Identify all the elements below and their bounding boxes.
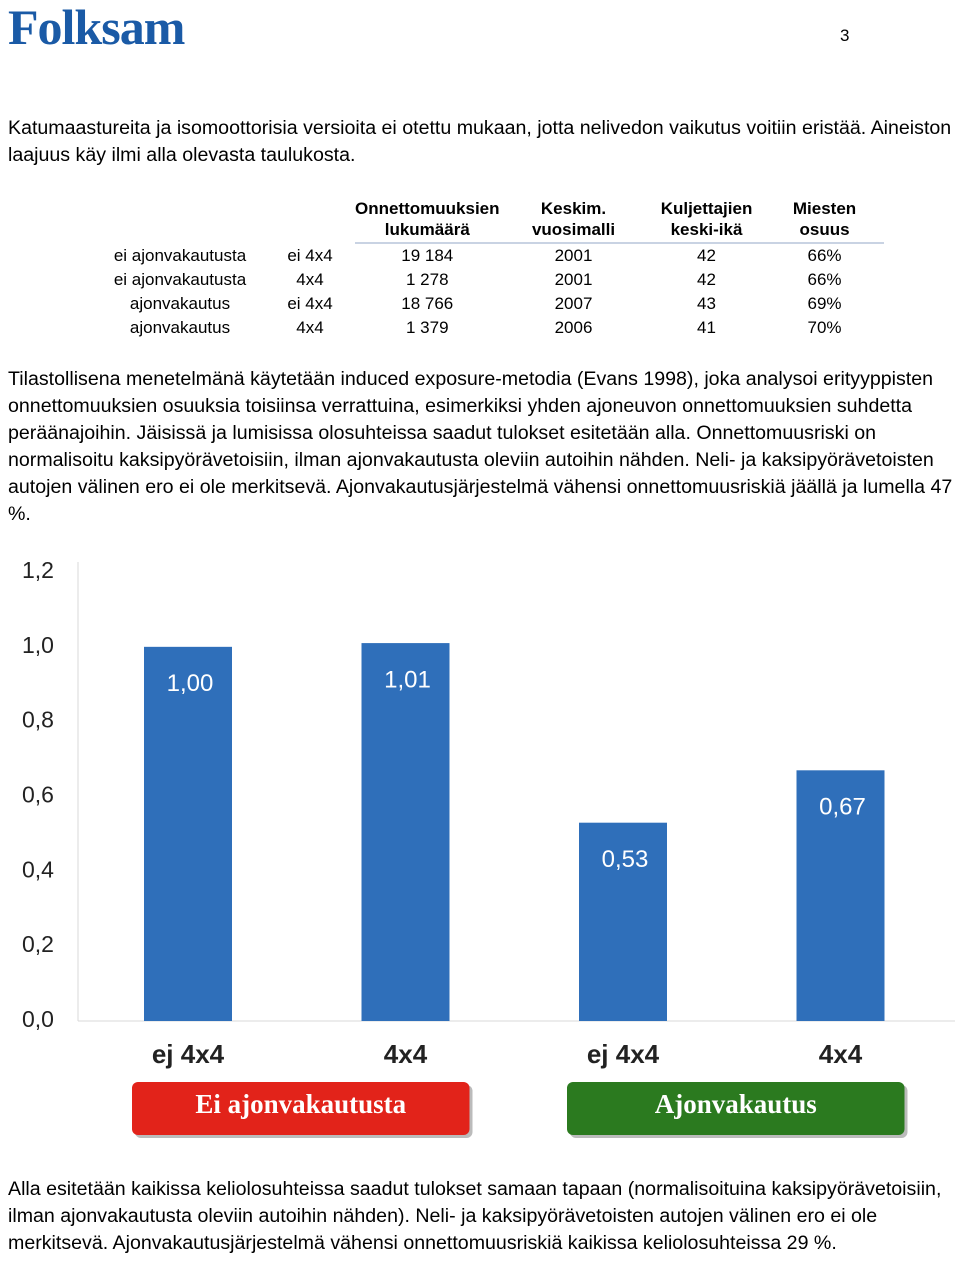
table-cell: 2001 [554, 246, 593, 265]
table-row: ei ajonvakautusta 4x4 1 278 2001 42 66% [95, 268, 884, 292]
paragraph: Alla esitetään kaikissa keliolosuhteissa… [8, 1178, 942, 1254]
table-cell: ajonvakautus [129, 294, 231, 313]
paragraph: Katumaastureita ja isomoottorisia versio… [8, 117, 952, 166]
table-cell: 2007 [554, 294, 593, 313]
table-cell: 1 379 [405, 318, 449, 337]
group-label: Ei ajonvakautusta [195, 1089, 406, 1119]
group-badge [132, 1082, 470, 1135]
value-label: 1,01 [384, 666, 431, 693]
table-cell: ei ajonvakautusta [113, 270, 247, 289]
table-cell: 4x4 [296, 318, 324, 337]
table-cell: 43 [697, 294, 716, 313]
value-label: 1,00 [167, 670, 214, 697]
table-cell: 18 766 [401, 294, 454, 313]
page-number: 3 [840, 26, 850, 45]
table-cell: ei 4x4 [287, 294, 333, 313]
table-row: ajonvakautus ei 4x4 18 766 2007 43 69% [95, 292, 884, 316]
column-header: Keskim. vuosimalli [499, 196, 648, 244]
y-tick-label: 0,8 [22, 707, 54, 733]
header-line: Onnettomuuksien [355, 199, 500, 218]
table-cell: 66% [807, 270, 842, 289]
x-tick-label: 4x4 [384, 1039, 428, 1069]
column-header: Miesten osuus [765, 196, 884, 244]
column-header: Kuljettajien keski-ikä [647, 196, 766, 244]
bar [144, 646, 232, 1021]
column-header: Onnettomuuksien lukumäärä [355, 196, 500, 244]
table-cell: 19 184 [401, 246, 454, 265]
value-label: 0,67 [819, 794, 866, 821]
y-tick-label: 1,2 [22, 557, 54, 583]
group-badge [567, 1082, 905, 1135]
table: Onnettomuuksien lukumäärä Keskim. vuosimall… [95, 196, 884, 340]
table-cell: ei ajonvakautusta [113, 245, 247, 265]
x-tick-label: ej 4x4 [587, 1039, 660, 1069]
table-cell: 70% [807, 318, 842, 337]
bar [579, 822, 667, 1021]
chart: 0,0 0,2 0,4 0,6 0,8 1,0 1,2 1,00 ej 4x4 1,01 4x4 0,… [22, 557, 955, 1138]
header-line: lukumäärä [384, 220, 470, 239]
y-tick-label: 0,6 [22, 782, 54, 808]
y-tick-label: 0,2 [22, 931, 54, 957]
header-line: Miesten [792, 199, 857, 218]
table-cell: ajonvakautus [129, 318, 231, 337]
table-cell: 41 [697, 318, 716, 337]
table-cell: 42 [697, 246, 716, 265]
group-label: Ajonvakautus [655, 1089, 817, 1119]
table-cell: 4x4 [296, 270, 324, 289]
table-cell: 2001 [554, 270, 593, 289]
table-cell: 66% [807, 246, 842, 265]
bar [796, 770, 885, 1021]
header-line: vuosimalli [531, 220, 616, 239]
x-tick-label: 4x4 [819, 1039, 863, 1069]
table-cell: 2006 [554, 318, 593, 337]
table-cell: ei 4x4 [287, 245, 333, 265]
header-line: Kuljettajien [660, 199, 753, 218]
table-cell: 69% [807, 294, 842, 313]
table-row: ei ajonvakautusta ei 4x4 19 184 2001 42 66% [95, 243, 884, 268]
y-tick-label: 0,4 [22, 856, 54, 882]
table-cell: 1 278 [405, 270, 449, 289]
y-tick-label: 1,0 [22, 632, 54, 658]
header-line: Keskim. [540, 199, 607, 218]
table-row: ajonvakautus 4x4 1 379 2006 41 70% [95, 316, 884, 340]
header-line: keski-ikä [670, 220, 743, 239]
y-tick-label: 0,0 [22, 1006, 54, 1032]
x-tick-label: ej 4x4 [152, 1039, 225, 1069]
table-cell: 42 [697, 270, 716, 289]
value-label: 0,53 [602, 846, 649, 873]
header-line: osuus [799, 220, 850, 239]
logo: Folksam [8, 0, 185, 55]
bar [361, 643, 450, 1021]
paragraph: Tilastollisena menetelmänä käytetään ind… [8, 368, 953, 525]
